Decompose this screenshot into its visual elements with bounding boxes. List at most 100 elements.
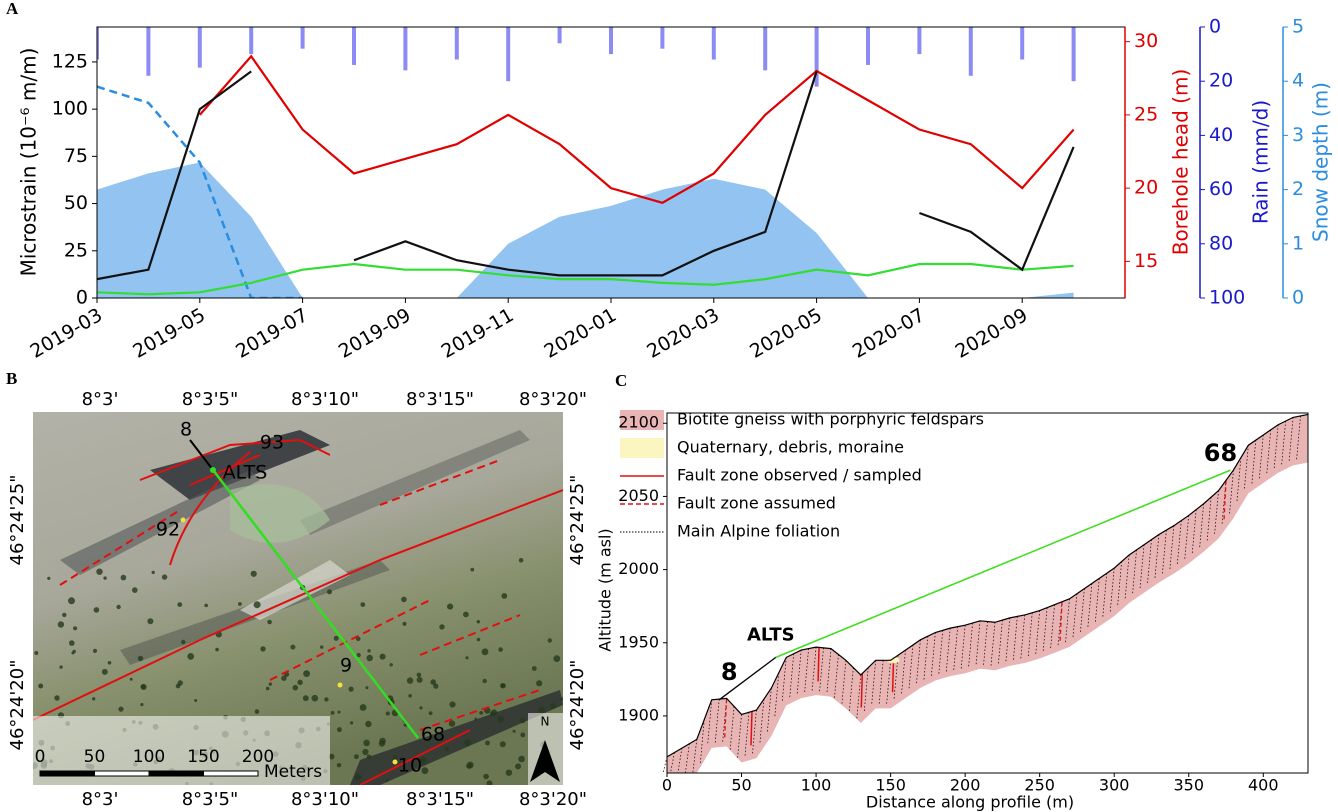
series-line — [919, 146, 1075, 272]
foliation — [983, 621, 988, 666]
y4-tick-label: 4 — [1292, 70, 1304, 92]
y-tick-label: 0 — [76, 287, 88, 309]
tree — [416, 676, 423, 683]
foliation — [1102, 573, 1108, 618]
tree — [463, 611, 469, 618]
tree — [366, 754, 372, 760]
rain-bar — [454, 27, 459, 60]
tree — [92, 648, 98, 654]
tree — [355, 636, 361, 642]
lat-label: 46°24'20" — [7, 660, 28, 751]
y-tick-label: 2050 — [618, 486, 659, 505]
rain-bar — [968, 27, 973, 76]
tree — [177, 602, 183, 607]
legend-label: Fault zone assumed — [677, 494, 836, 513]
tree — [265, 686, 270, 691]
lon-label: 8°3'20" — [519, 789, 587, 810]
snow-patch — [240, 560, 350, 620]
tree — [482, 678, 487, 684]
tree — [518, 755, 525, 763]
tree — [419, 706, 423, 710]
foliation — [1281, 421, 1286, 466]
tree — [402, 621, 407, 626]
tree — [550, 703, 556, 709]
foliation — [1214, 490, 1219, 535]
site-label: 8 — [180, 419, 192, 441]
rain-bar — [403, 27, 408, 71]
tree — [392, 755, 397, 760]
site-label: 10 — [398, 755, 422, 777]
foliation — [856, 674, 862, 719]
tree — [379, 653, 386, 660]
tree — [497, 716, 505, 723]
y-tick-label: 125 — [52, 50, 88, 72]
y-tick-label: 75 — [64, 145, 88, 167]
tree — [419, 757, 427, 764]
tree — [385, 779, 389, 783]
rain-bar — [814, 27, 819, 87]
foliation — [841, 660, 847, 705]
foliation — [714, 699, 720, 744]
y2-tick-label: 30 — [1134, 30, 1158, 52]
y2-tick-label: 25 — [1134, 103, 1158, 125]
scale-bar — [39, 770, 95, 777]
tree — [483, 773, 489, 780]
foliation — [752, 710, 757, 755]
y-axis-label: Altitude (m asl) — [596, 528, 615, 651]
site-marker — [392, 759, 398, 765]
tree — [360, 602, 366, 607]
tree — [350, 721, 354, 725]
foliation — [1169, 525, 1175, 570]
tree — [59, 665, 63, 669]
tree — [428, 711, 433, 716]
foliation — [781, 657, 787, 702]
y4-tick-label: 0 — [1292, 287, 1304, 309]
tree — [499, 741, 506, 748]
tree — [268, 682, 272, 686]
tree — [476, 637, 481, 642]
scale-bar — [148, 770, 204, 777]
legend-swatch — [620, 438, 664, 458]
scale-unit: Meters — [264, 762, 322, 782]
y-axis-label: Microstrain (10⁻⁶ m/m) — [17, 48, 41, 277]
tree — [520, 732, 526, 738]
tree — [140, 684, 146, 689]
y-tick-label: 1900 — [618, 705, 659, 724]
x-axis-label: Distance along profile (m) — [866, 793, 1074, 812]
lat-label: 46°24'25" — [7, 475, 28, 566]
x-tick-label: 400 — [1248, 776, 1279, 795]
rain-bar — [249, 27, 254, 55]
sight-line — [212, 469, 419, 739]
tree — [389, 663, 393, 667]
y3-tick-label: 60 — [1209, 178, 1233, 200]
tree — [194, 699, 198, 702]
y4-axis-label: Snow depth (m) — [1309, 82, 1333, 242]
sight-line — [189, 439, 214, 471]
foliation — [1251, 440, 1257, 485]
foliation — [729, 706, 735, 751]
tree — [333, 635, 339, 641]
rain-bar — [917, 27, 922, 55]
tree — [137, 655, 144, 662]
map-image: N — [33, 412, 563, 785]
foliation — [871, 660, 877, 705]
tree — [470, 567, 475, 572]
tree — [505, 769, 513, 776]
fault-observed — [860, 673, 864, 708]
tree — [73, 626, 78, 631]
y2-axis-label: Borehole head (m) — [1169, 69, 1193, 256]
tree — [518, 558, 524, 563]
fault-observed — [189, 454, 261, 486]
foliation — [1087, 583, 1093, 628]
tree — [120, 574, 127, 581]
foliation — [804, 648, 809, 693]
foliation — [1229, 470, 1234, 515]
rock-shadow — [300, 430, 530, 535]
lon-label: 8°3' — [82, 389, 119, 410]
y3-tick-label: 0 — [1209, 16, 1221, 38]
sight-line — [775, 469, 1231, 659]
fault-assumed — [59, 459, 541, 731]
series-line — [353, 71, 818, 277]
plot-frame — [666, 412, 1309, 774]
